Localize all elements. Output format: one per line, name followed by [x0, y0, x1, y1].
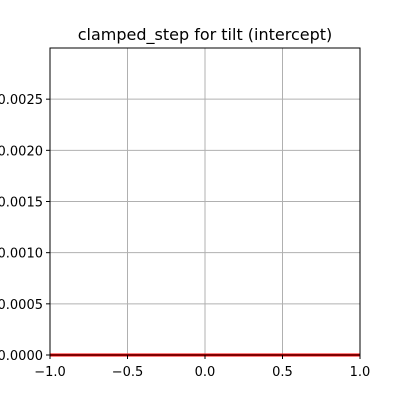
y-tick-label: 0.0000 [0, 349, 43, 364]
chart-title: clamped_step for tilt (intercept) [78, 25, 333, 45]
y-tick-label: 0.0025 [0, 93, 43, 108]
x-tick-label: −1.0 [34, 365, 66, 380]
x-tick-label: 1.0 [350, 365, 371, 380]
y-tick-label: 0.0010 [0, 247, 43, 262]
grid [49, 48, 361, 356]
x-tick-label: 0.0 [195, 365, 216, 380]
y-tick-label: 0.0015 [0, 196, 43, 211]
x-tick-label: −0.5 [112, 365, 144, 380]
ticks: −1.0 −0.5 0.0 0.5 1.0 0.0000 0.0005 0.0010 0.001… [0, 93, 370, 380]
y-tick-label: 0.0005 [0, 298, 43, 313]
x-tick-label: 0.5 [272, 365, 293, 380]
y-tick-label: 0.0020 [0, 144, 43, 159]
